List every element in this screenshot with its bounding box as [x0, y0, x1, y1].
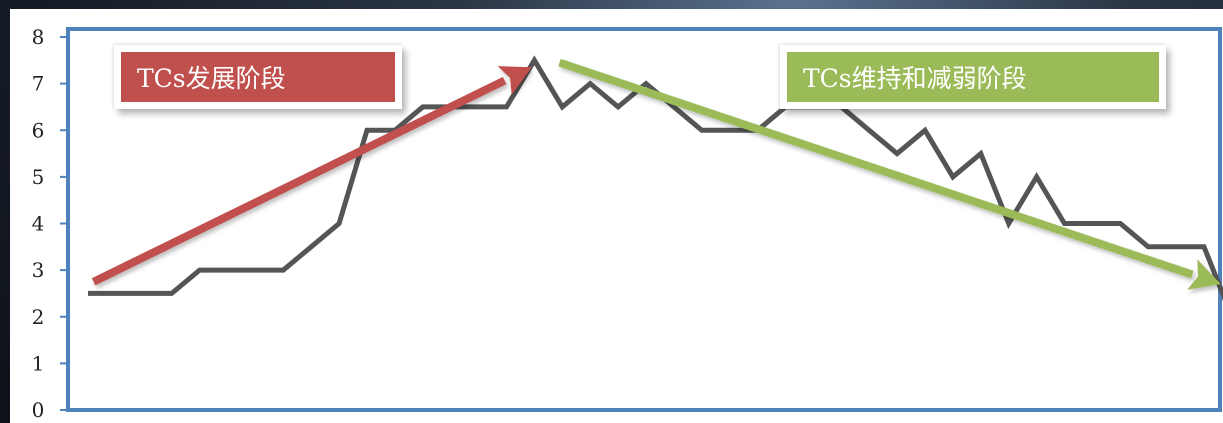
y-axis: 0 1 2 3 4 5 6 7 8 [32, 25, 68, 422]
y-tick-label: 1 [32, 351, 45, 375]
development-stage-label: TCs发展阶段 [114, 45, 402, 109]
y-tick-label: 8 [32, 25, 45, 49]
maintenance-weakening-stage-label: TCs维持和减弱阶段 [780, 45, 1166, 109]
y-tick-label: 2 [32, 305, 45, 329]
y-tick-label: 0 [32, 398, 45, 422]
y-tick-label: 6 [32, 118, 45, 142]
y-tick-label: 7 [32, 72, 45, 96]
maintenance-weakening-stage-text: TCs维持和减弱阶段 [787, 52, 1159, 102]
chart-slide: 0 1 2 3 4 5 6 7 8 TCs发展阶段 TCs维持和减弱阶段 [10, 9, 1223, 423]
development-stage-text: TCs发展阶段 [121, 52, 395, 102]
y-tick-label: 4 [32, 212, 45, 236]
y-tick-label: 5 [32, 165, 45, 189]
y-tick-label: 3 [32, 258, 45, 282]
